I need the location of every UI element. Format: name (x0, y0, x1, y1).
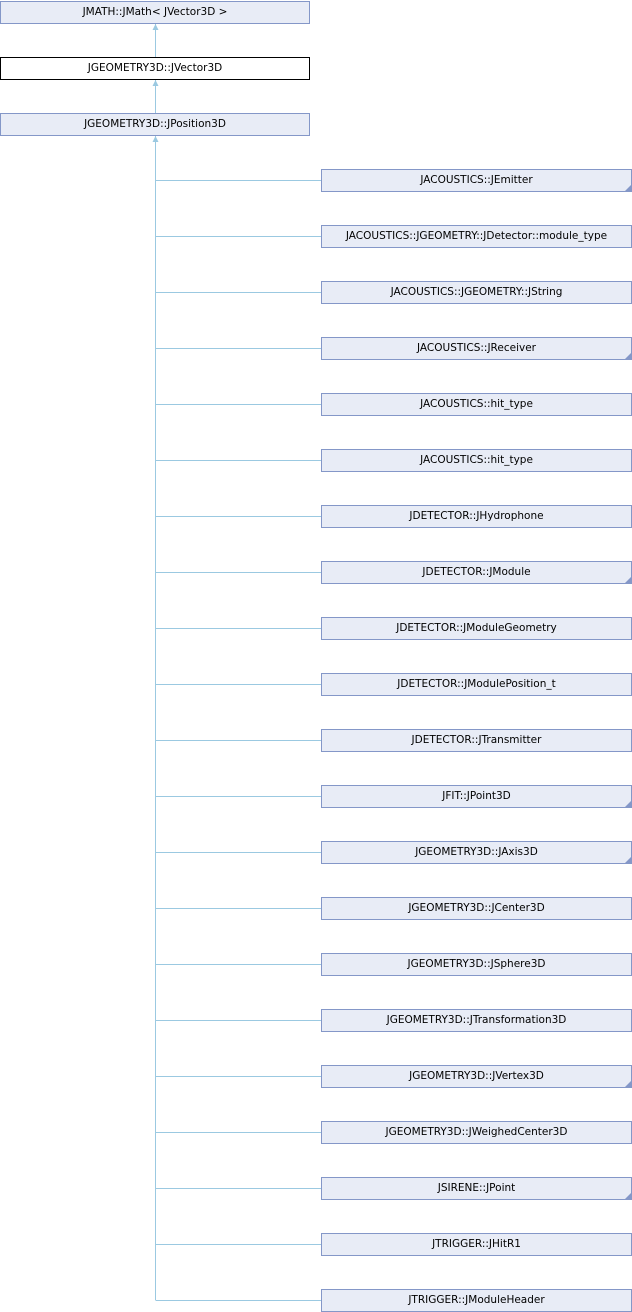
class-node-child[interactable]: JTRIGGER::JHitR1 (321, 1233, 632, 1256)
truncated-marker-icon (625, 185, 631, 191)
class-node-child[interactable]: JGEOMETRY3D::JCenter3D (321, 897, 632, 920)
class-node-child[interactable]: JDETECTOR::JTransmitter (321, 729, 632, 752)
truncated-marker-icon (625, 353, 631, 359)
class-node-child[interactable]: JACOUSTICS::JReceiver (321, 337, 632, 360)
truncated-marker-icon (625, 801, 631, 807)
class-node-child[interactable]: JSIRENE::JPoint (321, 1177, 632, 1200)
class-node-child[interactable]: JGEOMETRY3D::JVertex3D (321, 1065, 632, 1088)
inheritance-arrow-icon (152, 24, 159, 30)
class-name: JDETECTOR::JModule (422, 566, 531, 578)
inheritance-arrow-icon (152, 80, 159, 86)
class-node-ancestor[interactable]: JGEOMETRY3D::JPosition3D (0, 113, 310, 136)
class-name: JGEOMETRY3D::JWeighedCenter3D (385, 1126, 568, 1138)
class-name: JSIRENE::JPoint (437, 1182, 516, 1194)
class-name: JDETECTOR::JModuleGeometry (396, 622, 557, 634)
class-node-child[interactable]: JDETECTOR::JModulePosition_t (321, 673, 632, 696)
class-name: JACOUSTICS::JReceiver (417, 342, 536, 354)
class-name: JMATH::JMath< JVector3D > (82, 6, 228, 18)
truncated-marker-icon (625, 1081, 631, 1087)
class-name: JGEOMETRY3D::JPosition3D (84, 118, 226, 130)
class-node-child[interactable]: JACOUSTICS::hit_type (321, 449, 632, 472)
class-name: JTRIGGER::JHitR1 (432, 1238, 521, 1250)
class-name: JACOUSTICS::JEmitter (420, 174, 533, 186)
class-node-ancestor[interactable]: JMATH::JMath< JVector3D > (0, 1, 310, 24)
class-name: JDETECTOR::JHydrophone (409, 510, 544, 522)
class-node-child[interactable]: JGEOMETRY3D::JWeighedCenter3D (321, 1121, 632, 1144)
class-node-child[interactable]: JTRIGGER::JModuleHeader (321, 1289, 632, 1312)
class-node-child[interactable]: JDETECTOR::JModule (321, 561, 632, 584)
class-name: JGEOMETRY3D::JSphere3D (407, 958, 546, 970)
class-node-child[interactable]: JACOUSTICS::JGEOMETRY::JDetector::module… (321, 225, 632, 248)
class-node-child[interactable]: JDETECTOR::JModuleGeometry (321, 617, 632, 640)
class-name: JDETECTOR::JTransmitter (411, 734, 542, 746)
truncated-marker-icon (625, 577, 631, 583)
class-name: JACOUSTICS::hit_type (420, 454, 533, 466)
class-name: JGEOMETRY3D::JAxis3D (415, 846, 538, 858)
class-node-child[interactable]: JGEOMETRY3D::JAxis3D (321, 841, 632, 864)
class-name: JGEOMETRY3D::JTransformation3D (386, 1014, 567, 1026)
truncated-marker-icon (625, 857, 631, 863)
class-node-child[interactable]: JFIT::JPoint3D (321, 785, 632, 808)
class-name: JFIT::JPoint3D (442, 790, 511, 802)
class-node-child[interactable]: JGEOMETRY3D::JSphere3D (321, 953, 632, 976)
class-name: JDETECTOR::JModulePosition_t (397, 678, 556, 690)
class-node-child[interactable]: JACOUSTICS::JEmitter (321, 169, 632, 192)
class-node-child[interactable]: JACOUSTICS::hit_type (321, 393, 632, 416)
class-name: JGEOMETRY3D::JVertex3D (409, 1070, 544, 1082)
class-node-child[interactable]: JACOUSTICS::JGEOMETRY::JString (321, 281, 632, 304)
class-node-child[interactable]: JDETECTOR::JHydrophone (321, 505, 632, 528)
class-name: JGEOMETRY3D::JVector3D (87, 62, 223, 74)
class-name: JACOUSTICS::hit_type (420, 398, 533, 410)
class-name: JTRIGGER::JModuleHeader (408, 1294, 545, 1306)
class-node-ancestor[interactable]: JGEOMETRY3D::JVector3D (0, 57, 310, 80)
class-name: JACOUSTICS::JGEOMETRY::JDetector::module… (345, 230, 608, 242)
class-node-child[interactable]: JGEOMETRY3D::JTransformation3D (321, 1009, 632, 1032)
class-name: JGEOMETRY3D::JCenter3D (408, 902, 545, 914)
inheritance-arrow-icon (152, 136, 159, 142)
class-name: JACOUSTICS::JGEOMETRY::JString (390, 286, 563, 298)
truncated-marker-icon (625, 1193, 631, 1199)
